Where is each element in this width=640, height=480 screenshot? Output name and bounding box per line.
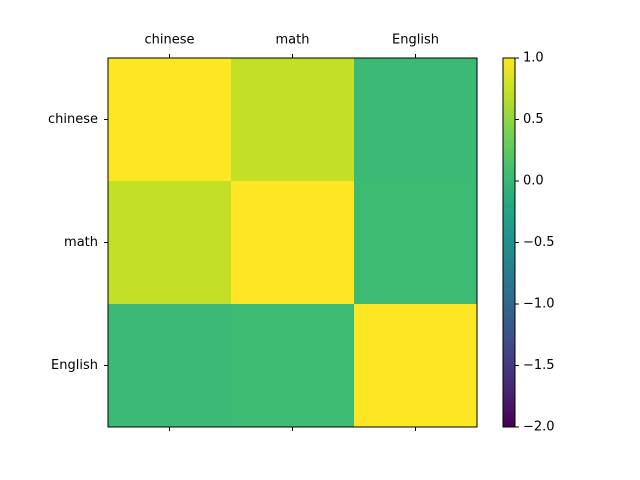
heatmap-cell — [231, 181, 355, 305]
x-tick-label: English — [392, 33, 439, 48]
heatmap-cell — [108, 304, 232, 428]
heatmap-cell — [354, 58, 478, 182]
x-tick-label: chinese — [144, 33, 194, 48]
colorbar-tick-label: 0.0 — [523, 174, 544, 189]
colorbar-tick-label: −1.5 — [523, 358, 555, 373]
heatmap-cell — [108, 181, 232, 305]
colorbar-tick-label: −0.5 — [523, 235, 555, 250]
heatmap-cell — [231, 304, 355, 428]
heatmap-cell — [108, 58, 232, 182]
colorbar-tick-label: 1.0 — [523, 51, 544, 66]
colorbar-tick-label: −2.0 — [523, 420, 555, 435]
heatmap-cell — [231, 58, 355, 182]
y-tick-label: English — [51, 358, 98, 373]
heatmap-cell — [354, 181, 478, 305]
heatmap — [108, 58, 478, 428]
y-tick-label: math — [64, 235, 98, 250]
y-tick-label: chinese — [48, 112, 98, 127]
x-tick-label: math — [276, 33, 310, 48]
heatmap-cell — [354, 304, 478, 428]
colorbar — [502, 57, 516, 428]
colorbar-tick-label: −1.0 — [523, 297, 555, 312]
colorbar-tick-label: 0.5 — [523, 112, 544, 127]
